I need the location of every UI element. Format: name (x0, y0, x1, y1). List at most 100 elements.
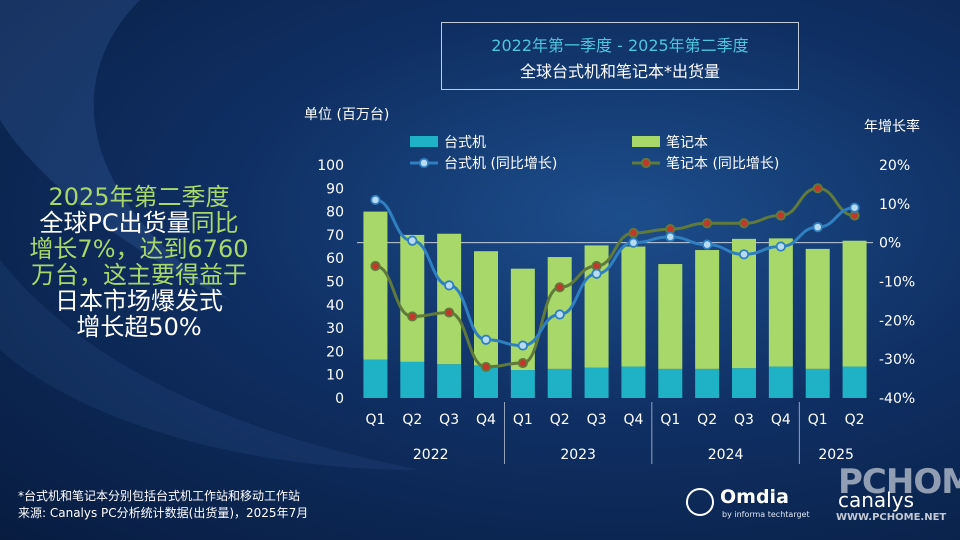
notebook-growth-point (517, 357, 528, 369)
desktop-growth-point (849, 202, 860, 213)
notebook-growth-point (370, 260, 381, 272)
notebook-growth-point (407, 311, 418, 322)
x-tick-label: Q3 (587, 412, 607, 428)
notebook-bar (510, 268, 535, 371)
x-tick-label: Q4 (623, 412, 643, 428)
notebook-bar (842, 240, 867, 367)
y2-tick-label: -10% (879, 275, 915, 291)
desktop-bar (695, 368, 720, 398)
legend-marker-notebook-growth (640, 157, 652, 169)
footnote-definition: *台式机和笔记本分别包括台式机工作站和移动工作站 (18, 489, 301, 503)
y2-tick-label: 0% (879, 236, 901, 252)
desktop-growth-point (407, 235, 418, 246)
notebook-bar (621, 246, 646, 367)
y-tick-label: 40 (326, 298, 344, 314)
footnote: *台式机和笔记本分别包括台式机工作站和移动工作站 来源: Canalys PC分… (18, 488, 308, 522)
notebook-bar (400, 234, 425, 362)
notebook-bar (695, 250, 720, 369)
y-tick-label: 20 (326, 344, 344, 360)
desktop-bar (732, 368, 756, 398)
desktop-bar (621, 366, 646, 398)
x-tick-label: Q2 (697, 412, 717, 428)
y2-tick-label: -30% (879, 352, 915, 368)
y2-tick-label: -20% (879, 313, 915, 329)
y-tick-label: 0 (335, 391, 344, 407)
desktop-bar (584, 367, 609, 398)
legend-label-notebook-growth: 笔记本 (同比增长) (666, 156, 779, 172)
pchome-watermark-url: WWW.PCHOME.NET (836, 512, 947, 523)
legend-swatch-notebook (632, 136, 660, 147)
desktop-growth-point (665, 231, 676, 242)
desktop-bar (547, 368, 572, 398)
desktop-growth-point (517, 340, 528, 351)
notebook-bar (805, 248, 830, 369)
callout-line-2b: 同比 (190, 209, 239, 237)
notebook-growth-point (554, 282, 565, 293)
callout-line-5: 日本市场爆发式 (55, 287, 223, 315)
y2-axis-label: 年增长率 (864, 119, 920, 135)
desktop-growth-point (738, 249, 750, 260)
y-tick-label: 80 (326, 205, 344, 221)
highlight-callout: 2025年第二季度 全球PC出货量同比 增长7%，达到6760 万台，这主要得益… (8, 184, 270, 340)
year-label: 2024 (708, 447, 744, 463)
notebook-growth-point (444, 307, 455, 318)
legend-label-notebook: 笔记本 (666, 135, 708, 151)
y2-tick-label: -40% (879, 391, 915, 407)
x-tick-label: Q2 (402, 412, 422, 428)
desktop-bar (805, 368, 830, 398)
notebook-growth-point (775, 210, 786, 221)
x-tick-label: Q1 (808, 412, 828, 428)
notebook-bar (363, 211, 388, 360)
callout-line-6: 增长超50% (76, 313, 202, 341)
x-tick-label: Q1 (513, 412, 533, 428)
notebook-growth-point (480, 361, 492, 373)
notebook-growth-point (812, 183, 823, 194)
desktop-growth-point (775, 241, 786, 252)
desktop-bar (658, 368, 683, 398)
y-tick-label: 70 (326, 228, 344, 244)
legend-marker-desktop-growth (418, 157, 430, 169)
x-tick-label: Q2 (845, 412, 865, 428)
callout-line-3: 增长7%，达到6760 (29, 235, 249, 263)
notebook-growth-point (702, 218, 713, 229)
callout-line-1: 2025年第二季度 (48, 183, 230, 211)
desktop-growth-point (812, 222, 823, 233)
desktop-growth-point (554, 309, 565, 320)
desktop-growth-point (591, 268, 602, 279)
y-tick-label: 60 (326, 251, 344, 267)
omdia-logo-icon (686, 488, 714, 516)
callout-line-4-text: 万台，这主要得益于 (31, 261, 247, 289)
notebook-bar (732, 238, 756, 369)
notebook-growth-point (738, 218, 750, 229)
desktop-bar (363, 359, 388, 398)
pchome-watermark: PCHOME (838, 462, 960, 502)
x-tick-label: Q1 (365, 412, 385, 428)
y2-tick-label: 20% (879, 158, 910, 174)
x-tick-label: Q1 (660, 412, 680, 428)
x-tick-label: Q4 (476, 412, 496, 428)
x-tick-label: Q3 (439, 412, 459, 428)
chart-title-box: 2022年第一季度 - 2025年第二季度 全球台式机和笔记本*出货量 (441, 22, 799, 90)
year-label: 2022 (413, 447, 449, 463)
y-tick-label: 50 (326, 275, 344, 291)
callout-line-2a: 全球PC出货量 (39, 209, 191, 237)
omdia-logo-subtext: by informa techtarget (722, 510, 810, 519)
footnote-source: 来源: Canalys PC分析统计数据(出货量)，2025年7月 (18, 506, 309, 520)
y-tick-label: 30 (326, 321, 344, 337)
notebook-bar (437, 233, 462, 365)
x-tick-label: Q4 (771, 412, 791, 428)
y-axis-unit-label: 单位 (百万台) (304, 107, 390, 123)
callout-line-2: 全球PC出货量同比 (8, 210, 270, 236)
legend-label-desktop-growth: 台式机 (同比增长) (444, 156, 557, 172)
desktop-bar (768, 366, 793, 398)
y-tick-label: 90 (326, 181, 344, 197)
x-tick-label: Q2 (550, 412, 570, 428)
omdia-logo-text: Omdia (720, 486, 789, 508)
y-tick-label: 100 (317, 158, 344, 174)
notebook-growth-point (628, 227, 639, 239)
canalys-logo: canalys (838, 488, 914, 512)
desktop-growth-point (628, 237, 639, 248)
legend-swatch-desktop (410, 136, 438, 147)
